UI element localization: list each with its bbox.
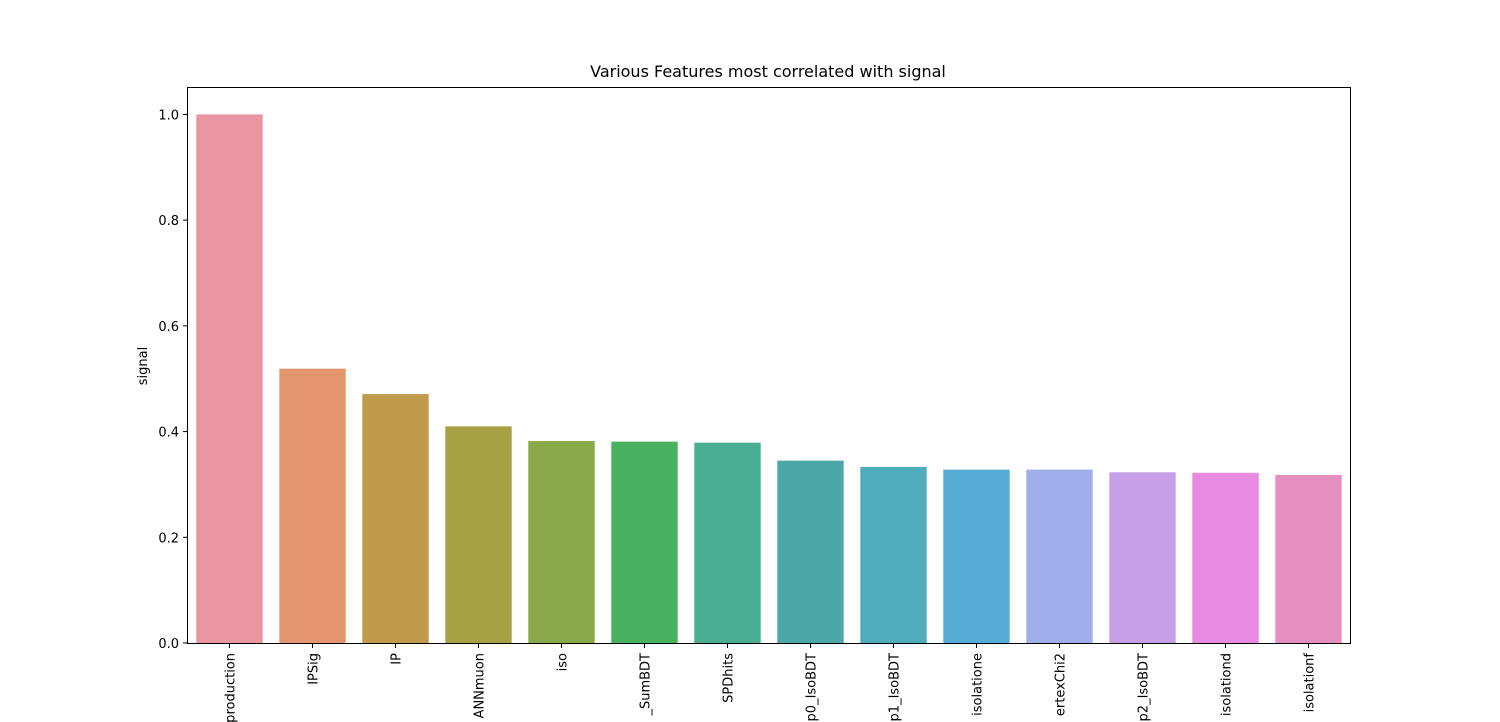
bar-8 <box>860 466 927 643</box>
x-tick-label-12: isolationd <box>1220 653 1235 716</box>
chart-title: Various Features most correlated with si… <box>590 62 946 81</box>
x-tick-label-8: p1_IsoBDT <box>888 653 903 722</box>
plot-frame <box>187 87 1351 644</box>
x-tick-label-9: isolatione <box>971 653 986 716</box>
y-axis-label: signal <box>136 347 151 385</box>
bar-10 <box>1026 469 1093 643</box>
x-tick-label-10: ertexChi2 <box>1054 653 1069 716</box>
y-tick-label-2: 0.4 <box>158 426 179 441</box>
x-tick-label-3: ANNmuon <box>473 653 488 718</box>
bar-11 <box>1109 472 1176 643</box>
bar-0 <box>196 114 263 643</box>
bar-5 <box>611 441 678 643</box>
bar-12 <box>1192 472 1259 643</box>
x-tick-label-1: IPSig <box>307 653 322 685</box>
x-tick-label-7: p0_IsoBDT <box>805 653 820 722</box>
bar-13 <box>1275 474 1342 643</box>
y-tick-label-3: 0.6 <box>158 320 179 335</box>
bar-3 <box>445 426 512 643</box>
x-tick-label-5: _SumBDT <box>639 653 654 717</box>
y-tick-label-5: 1.0 <box>158 108 179 123</box>
x-tick-label-13: isolationf <box>1303 653 1318 713</box>
bar-9 <box>943 469 1010 643</box>
y-tick-label-4: 0.8 <box>158 214 179 229</box>
y-tick-label-0: 0.0 <box>158 637 179 652</box>
bar-6 <box>694 442 761 643</box>
x-tick-label-11: p2_IsoBDT <box>1137 653 1152 722</box>
x-tick-label-4: iso <box>556 653 571 671</box>
y-tick-label-1: 0.2 <box>158 531 179 546</box>
x-tick-label-2: IP <box>390 653 405 665</box>
bar-2 <box>362 394 429 643</box>
x-tick-label-0: production <box>224 653 239 722</box>
x-axis-ticks: production IPSig IP ANNmuon iso _SumBDT SPDhit… <box>224 643 1318 722</box>
bar-4 <box>528 441 595 643</box>
y-axis-ticks: 0.0 0.2 0.4 0.6 0.8 1.0 <box>158 108 188 652</box>
bar-7 <box>777 460 844 643</box>
x-tick-label-6: SPDhits <box>722 653 737 703</box>
bar-1 <box>279 368 346 643</box>
bars-group <box>196 114 1342 643</box>
